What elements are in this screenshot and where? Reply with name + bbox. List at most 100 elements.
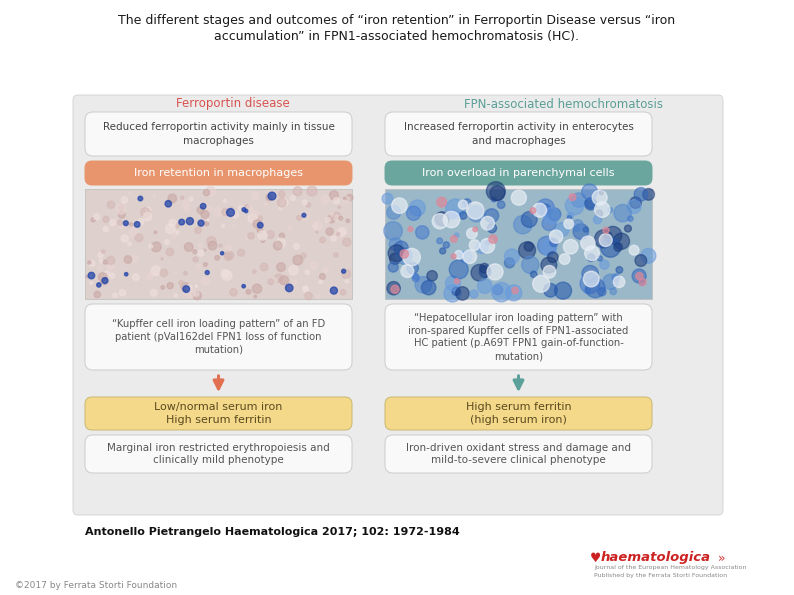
Circle shape xyxy=(413,274,418,280)
Circle shape xyxy=(614,243,622,251)
Circle shape xyxy=(437,198,446,207)
Text: ©2017 by Ferrata Storti Foundation: ©2017 by Ferrata Storti Foundation xyxy=(15,581,177,590)
Circle shape xyxy=(599,260,609,270)
Text: Published by the Ferrata Storti Foundation: Published by the Ferrata Storti Foundati… xyxy=(594,572,727,578)
Circle shape xyxy=(302,213,306,217)
Circle shape xyxy=(331,236,336,241)
Circle shape xyxy=(246,237,249,239)
Circle shape xyxy=(305,292,312,300)
Circle shape xyxy=(343,197,350,203)
Circle shape xyxy=(334,215,341,221)
Circle shape xyxy=(257,227,263,233)
Circle shape xyxy=(580,236,596,250)
Circle shape xyxy=(568,215,572,220)
Circle shape xyxy=(330,214,333,217)
Circle shape xyxy=(119,205,124,210)
Circle shape xyxy=(221,270,229,278)
Circle shape xyxy=(257,216,262,221)
Circle shape xyxy=(160,269,168,277)
Circle shape xyxy=(603,274,619,289)
Circle shape xyxy=(90,281,93,284)
Circle shape xyxy=(97,266,102,271)
Circle shape xyxy=(455,250,463,259)
Circle shape xyxy=(225,251,233,260)
FancyBboxPatch shape xyxy=(385,161,652,185)
Circle shape xyxy=(322,195,330,203)
Circle shape xyxy=(586,199,596,208)
Circle shape xyxy=(108,263,114,270)
Circle shape xyxy=(198,250,204,256)
Circle shape xyxy=(175,231,179,234)
Circle shape xyxy=(613,276,625,287)
Circle shape xyxy=(549,239,558,246)
Circle shape xyxy=(598,288,606,296)
Circle shape xyxy=(248,233,254,239)
Circle shape xyxy=(422,280,436,295)
Circle shape xyxy=(473,227,477,231)
Circle shape xyxy=(276,263,285,271)
Circle shape xyxy=(584,246,599,261)
Circle shape xyxy=(522,256,539,274)
Circle shape xyxy=(175,223,179,228)
Text: FPN-associated hemochromatosis: FPN-associated hemochromatosis xyxy=(464,98,662,111)
Circle shape xyxy=(107,201,114,208)
Circle shape xyxy=(628,216,633,221)
Circle shape xyxy=(506,285,522,301)
Circle shape xyxy=(627,199,641,214)
Circle shape xyxy=(555,223,569,237)
Circle shape xyxy=(151,266,160,275)
Circle shape xyxy=(316,231,318,233)
Circle shape xyxy=(251,192,259,199)
Circle shape xyxy=(407,262,418,274)
Circle shape xyxy=(151,290,157,296)
Circle shape xyxy=(319,274,326,280)
Circle shape xyxy=(585,278,605,298)
Circle shape xyxy=(481,217,495,230)
Circle shape xyxy=(134,221,140,227)
Circle shape xyxy=(468,206,484,222)
Circle shape xyxy=(326,217,330,222)
Circle shape xyxy=(544,283,557,297)
Circle shape xyxy=(573,224,588,239)
Circle shape xyxy=(600,287,604,292)
Circle shape xyxy=(542,217,556,230)
Circle shape xyxy=(268,192,276,200)
Circle shape xyxy=(584,288,591,294)
Circle shape xyxy=(221,252,224,255)
Circle shape xyxy=(382,193,393,204)
Circle shape xyxy=(476,242,488,253)
Circle shape xyxy=(389,238,402,250)
Circle shape xyxy=(458,200,468,209)
Circle shape xyxy=(407,206,421,220)
Circle shape xyxy=(630,197,642,208)
Circle shape xyxy=(572,220,584,231)
Circle shape xyxy=(580,274,600,293)
Circle shape xyxy=(252,284,262,293)
Circle shape xyxy=(490,186,505,201)
Circle shape xyxy=(99,259,102,263)
Circle shape xyxy=(193,292,202,300)
Circle shape xyxy=(599,190,603,195)
Circle shape xyxy=(275,274,283,282)
Circle shape xyxy=(486,240,490,245)
Circle shape xyxy=(166,248,174,256)
Circle shape xyxy=(530,271,537,278)
Circle shape xyxy=(401,265,414,277)
FancyBboxPatch shape xyxy=(85,112,352,156)
Circle shape xyxy=(612,274,619,281)
Circle shape xyxy=(91,218,95,222)
Circle shape xyxy=(223,199,226,202)
Circle shape xyxy=(536,202,548,214)
Circle shape xyxy=(103,217,109,223)
Circle shape xyxy=(279,191,285,197)
Circle shape xyxy=(491,283,511,302)
Circle shape xyxy=(253,220,261,228)
Circle shape xyxy=(391,198,407,214)
Circle shape xyxy=(343,197,346,199)
Circle shape xyxy=(410,200,426,216)
Circle shape xyxy=(200,203,206,209)
Circle shape xyxy=(268,279,274,284)
Circle shape xyxy=(390,253,401,264)
Circle shape xyxy=(214,208,222,217)
Circle shape xyxy=(415,277,432,293)
